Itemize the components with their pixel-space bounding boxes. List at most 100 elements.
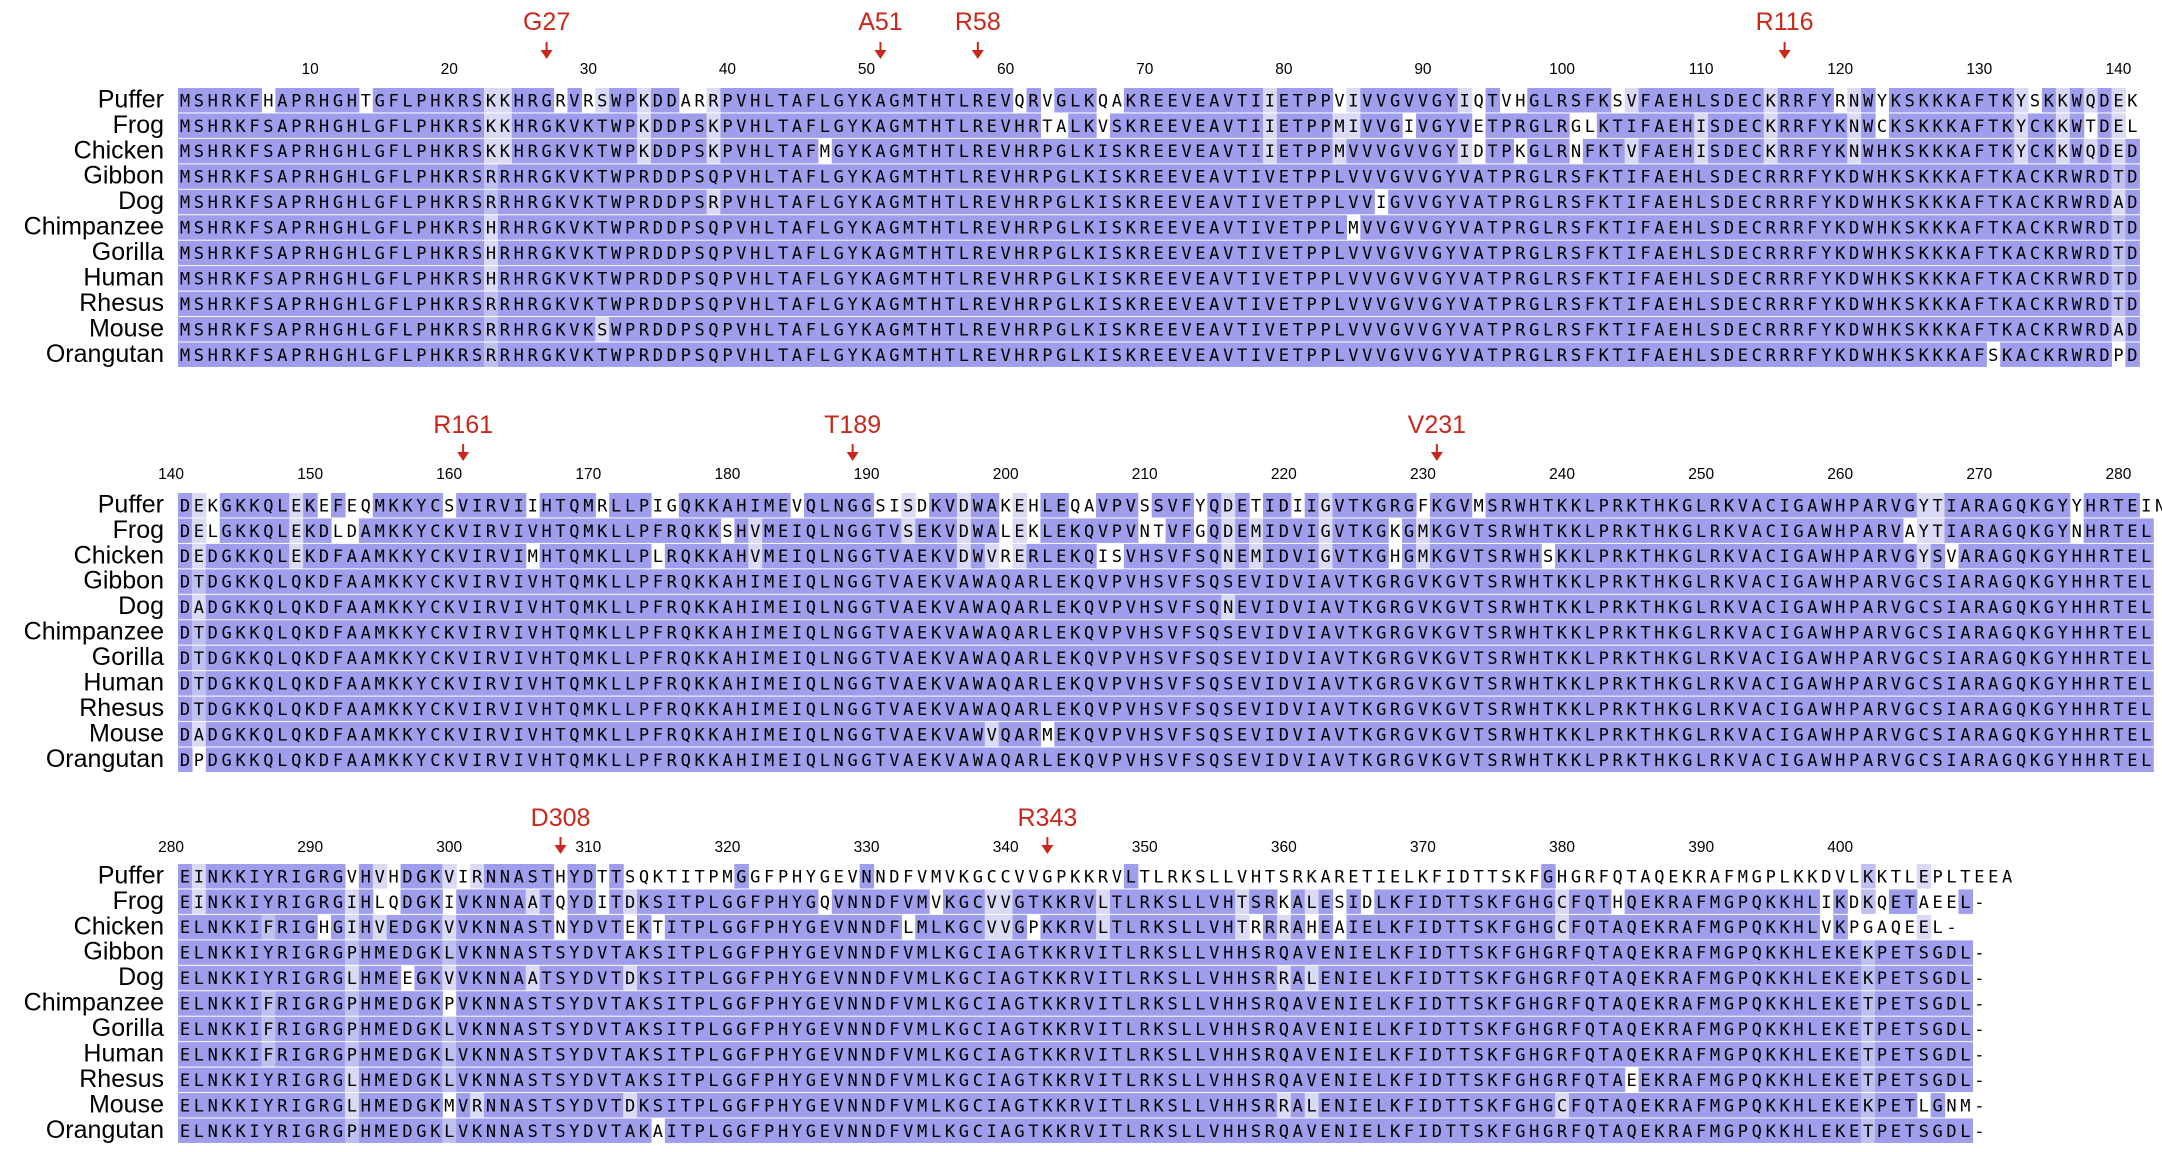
residue-letter: R	[500, 244, 511, 264]
alignment-row-orangutan: Orangutan M S H R K F S A P R H G H L G F L P H K R S R R H R G K V K T…	[46, 340, 2140, 368]
residue-letter: L	[764, 142, 774, 162]
residue-letter: K	[1932, 269, 1943, 289]
residue-letter: H	[1877, 193, 1887, 213]
residue-letter: K	[235, 91, 246, 111]
residue-letter: R	[1501, 496, 1512, 516]
residue-letter: V	[500, 649, 510, 669]
residue-letter: R	[486, 346, 497, 366]
residue-letter: G	[222, 573, 232, 593]
residue-letter: L	[361, 168, 371, 188]
residue-letter: T	[2113, 269, 2123, 289]
residue-letter: V	[1460, 598, 1470, 618]
residue-letter: T	[1293, 168, 1303, 188]
residue-letter: T	[1042, 117, 1052, 137]
residue-letter: F	[388, 244, 398, 264]
residue-letter: G	[1404, 649, 1414, 669]
residue-letter: D	[1849, 219, 1859, 239]
residue-letter: M	[1348, 219, 1358, 239]
residue-letter: D	[1724, 295, 1734, 315]
residue-letter: P	[681, 269, 691, 289]
residue-letter: F	[1807, 117, 1817, 137]
residue-letter: A	[987, 598, 997, 618]
residue-letter: M	[180, 244, 190, 264]
residue-letter: P	[291, 91, 301, 111]
residue-letter: K	[931, 624, 942, 644]
residue-letter: I	[472, 522, 482, 542]
mutation-arrow-icon	[1778, 50, 1791, 59]
residue-letter: A	[1960, 91, 1970, 111]
residue-letter: K	[861, 91, 872, 111]
residue-letter: F	[388, 193, 398, 213]
residue-letter: R	[1028, 649, 1039, 669]
residue-letter: K	[1891, 269, 1902, 289]
residue-letter: E	[917, 624, 927, 644]
residue-letter: Y	[2058, 598, 2068, 618]
residue-letter: S	[472, 142, 482, 162]
residue-letter: H	[1140, 598, 1150, 618]
residue-letter: Q	[1001, 624, 1011, 644]
residue-letter: T	[2113, 168, 2123, 188]
residue-letter: H	[1682, 142, 1692, 162]
residue-letter: V	[1376, 295, 1386, 315]
residue-letter: T	[778, 117, 788, 137]
residue-letter: G	[1390, 193, 1400, 213]
residue-letter: R	[1779, 91, 1790, 111]
residue-letter: K	[402, 547, 413, 567]
residue-letter: H	[319, 269, 329, 289]
residue-letter: P	[1501, 295, 1511, 315]
species-label: Dog	[118, 592, 164, 620]
residue-letter: H	[1654, 573, 1664, 593]
residue-letter: W	[1863, 269, 1874, 289]
residue-letter: L	[1543, 219, 1553, 239]
residue-letter: H	[208, 346, 218, 366]
residue-letter: H	[1835, 573, 1845, 593]
species-label: Rhesus	[79, 289, 164, 317]
residue-letter: K	[861, 320, 872, 340]
residue-letter: T	[1613, 142, 1623, 162]
residue-letter: S	[1710, 219, 1720, 239]
residue-letter: N	[1223, 547, 1233, 567]
residue-letter: E	[1167, 320, 1177, 340]
residue-letter: H	[319, 142, 329, 162]
residue-letter: T	[1613, 269, 1623, 289]
residue-letter: E	[1195, 295, 1205, 315]
residue-letter: V	[1251, 598, 1261, 618]
ruler-number: 120	[1827, 61, 1853, 78]
residue-letter: M	[1251, 547, 1261, 567]
residue-letter: S	[695, 142, 705, 162]
residue-letter: G	[541, 244, 551, 264]
residue-letter: K	[583, 168, 594, 188]
residue-letter: S	[194, 346, 204, 366]
residue-letter: I	[1251, 219, 1261, 239]
residue-letter: T	[1640, 624, 1650, 644]
residue-letter: H	[1877, 219, 1887, 239]
residue-letter: C	[1919, 573, 1929, 593]
residue-letter: H	[319, 244, 329, 264]
residue-letter: D	[1279, 573, 1289, 593]
residue-letter: H	[208, 269, 218, 289]
residue-letter: G	[1432, 219, 1442, 239]
residue-letter: S	[472, 320, 482, 340]
residue-letter: V	[736, 295, 746, 315]
residue-letter: K	[2030, 598, 2041, 618]
residue-letter: F	[249, 244, 259, 264]
residue-letter: Y	[1821, 346, 1831, 366]
residue-letter: I	[472, 624, 482, 644]
residue-letter: R	[1793, 168, 1804, 188]
residue-letter: I	[1779, 522, 1789, 542]
residue-letter: L	[1070, 269, 1080, 289]
residue-letter: H	[1682, 269, 1692, 289]
residue-letter: K	[1084, 142, 1095, 162]
residue-letter: K	[402, 598, 413, 618]
residue-letter: H	[1014, 295, 1024, 315]
residue-letter: G	[1056, 142, 1066, 162]
residue-letter: L	[1696, 346, 1706, 366]
residue-letter: P	[1320, 219, 1330, 239]
residue-letter: A	[347, 624, 357, 644]
residue-letter: H	[1140, 649, 1150, 669]
residue-letter: C	[2030, 244, 2040, 264]
residue-letter: H	[347, 117, 357, 137]
residue-letter: M	[1418, 522, 1428, 542]
residue-letter: G	[1376, 649, 1386, 669]
residue-letter: H	[541, 522, 551, 542]
